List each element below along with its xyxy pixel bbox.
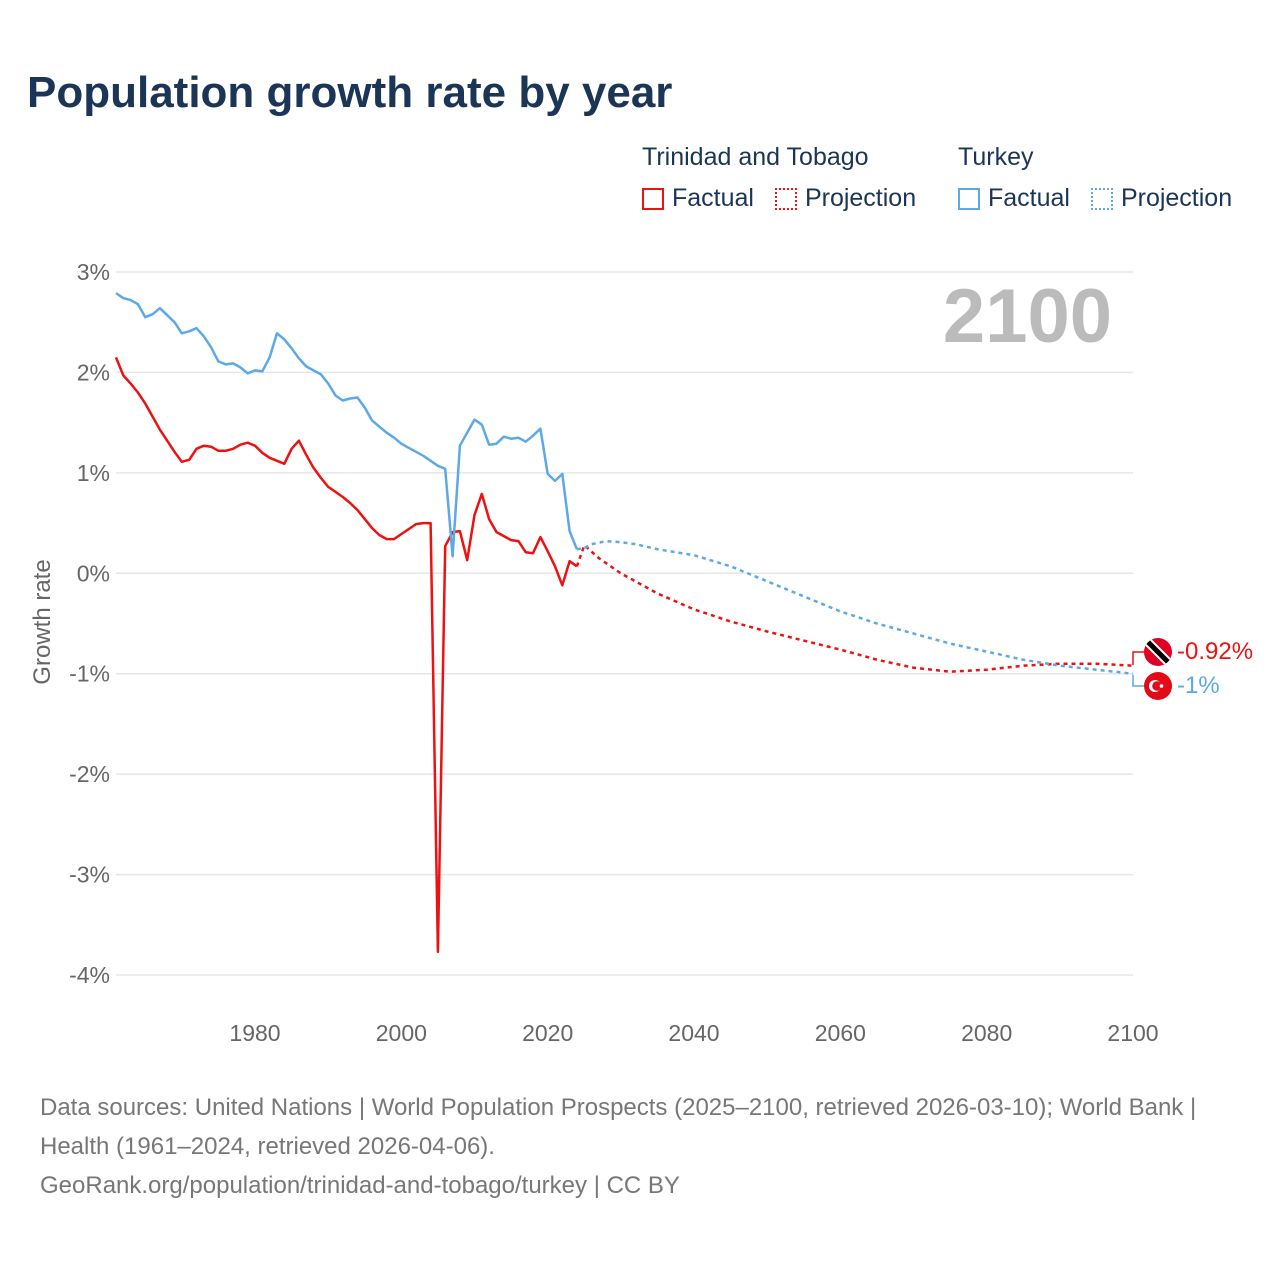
series-line-trinidad-and-tobago-projection	[575, 543, 1134, 673]
legend-group-name: Turkey	[958, 143, 1034, 171]
y-tick-label: -1%	[69, 661, 110, 687]
legend-label: Projection	[804, 184, 917, 212]
series-line-trinidad-and-tobago-factual	[114, 356, 578, 954]
legend-label: Factual	[988, 184, 1070, 212]
trinidad-flag-icon	[1144, 638, 1172, 666]
legend-tt-factual[interactable]: Factual	[642, 184, 754, 213]
series-line-turkey-factual	[115, 292, 579, 558]
dotted-swatch-icon	[1090, 187, 1113, 210]
tt-end-value: -0.92%	[1177, 638, 1253, 665]
legend-turkey-projection[interactable]: Projection	[1090, 184, 1233, 213]
x-tick-label: 2020	[522, 1020, 573, 1046]
y-tick-label: 0%	[77, 560, 110, 586]
legend-tt-projection[interactable]: Projection	[774, 184, 917, 213]
solid-swatch-icon	[642, 187, 664, 210]
legend-group-name: Trinidad and Tobago	[642, 143, 869, 171]
data-sources: Data sources: United Nations | World Pop…	[40, 1094, 1197, 1160]
y-tick-label: 1%	[77, 460, 110, 486]
turkey-flag-icon	[1144, 672, 1172, 700]
legend-group-turkey: Turkey Factual Projection	[958, 143, 1232, 217]
x-tick-label: 2100	[1107, 1020, 1158, 1046]
turkey-end-value: -1%	[1177, 672, 1220, 699]
source-link[interactable]: GeoRank.org/population/trinidad-and-toba…	[40, 1172, 680, 1199]
legend-label: Factual	[672, 184, 754, 212]
turkey-end-connector	[1132, 675, 1146, 687]
solid-swatch-icon	[958, 187, 980, 210]
x-tick-label: 2080	[961, 1020, 1012, 1046]
legend-turkey-factual[interactable]: Factual	[958, 184, 1070, 213]
x-tick-label: 2000	[376, 1020, 427, 1046]
y-tick-label: 2%	[77, 359, 110, 385]
legend-group-trinidad: Trinidad and Tobago Factual Projection	[642, 143, 930, 217]
x-tick-label: 2060	[815, 1020, 866, 1046]
chart-title: Population growth rate by year	[27, 68, 673, 117]
y-tick-label: -3%	[69, 862, 110, 888]
y-tick-label: 3%	[77, 259, 110, 285]
legend-label: Projection	[1120, 184, 1233, 212]
year-watermark: 2100	[943, 274, 1112, 359]
y-tick-label: -4%	[69, 962, 110, 988]
x-tick-label: 1980	[229, 1020, 280, 1046]
y-axis-label: Growth rate	[29, 559, 56, 684]
tt-end-connector	[1132, 651, 1146, 665]
y-tick-label: -2%	[69, 761, 110, 787]
dotted-swatch-icon	[774, 187, 797, 210]
series-line-turkey-projection	[576, 539, 1134, 675]
footer: Data sources: United Nations | World Pop…	[40, 1088, 1240, 1205]
x-tick-label: 2040	[668, 1020, 719, 1046]
